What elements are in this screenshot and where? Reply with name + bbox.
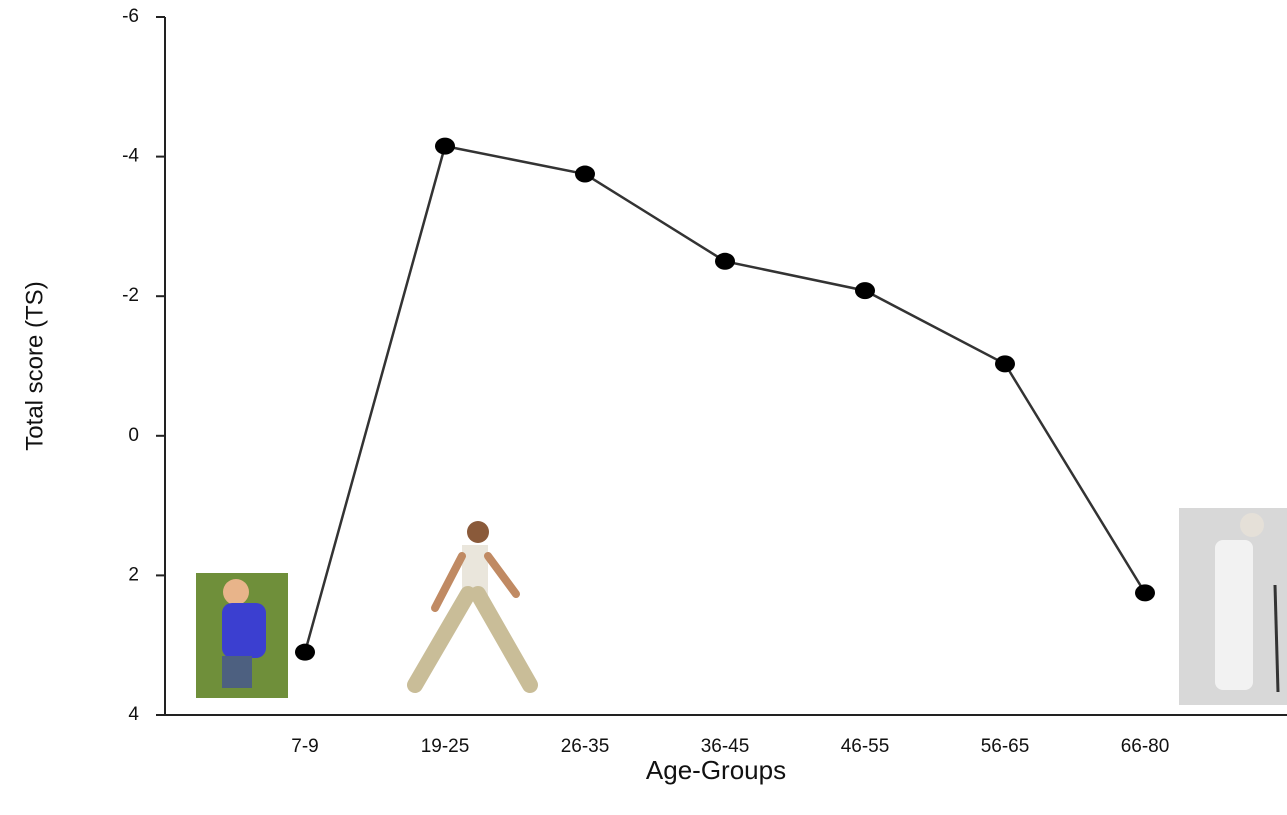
y-tick-label: 0: [128, 425, 139, 446]
y-tick-label: -4: [122, 146, 139, 167]
y-axis-label: Total score (TS): [21, 281, 48, 450]
chart: Total score (TS) Age-Groups -6 -4 -2 0 2 4 7-9…: [0, 0, 1287, 815]
y-tick-label: -6: [122, 6, 139, 27]
y-tick-label: -2: [122, 285, 139, 306]
x-tick-label: 36-45: [701, 736, 750, 757]
walker-picture: [415, 521, 530, 685]
y-tick-label: 2: [128, 564, 139, 585]
elder-picture: [1179, 508, 1287, 705]
child-picture: [196, 573, 288, 698]
data-point: [995, 355, 1015, 372]
data-line: [305, 146, 1145, 652]
x-tick-label: 26-35: [561, 736, 610, 757]
x-tick-label: 46-55: [841, 736, 890, 757]
data-point: [715, 253, 735, 270]
data-point: [295, 644, 315, 661]
data-point: [1135, 584, 1155, 601]
x-axis-label: Age-Groups: [646, 755, 786, 785]
data-point: [575, 166, 595, 183]
data-point: [855, 282, 875, 299]
x-tick-label: 56-65: [981, 736, 1030, 757]
x-tick-label: 7-9: [291, 736, 318, 757]
data-point: [435, 138, 455, 155]
y-tick-label: 4: [128, 704, 139, 725]
page: {"chart_data": {"type": "line", "y_label…: [0, 0, 1287, 815]
x-tick-label: 66-80: [1121, 736, 1170, 757]
x-tick-label: 19-25: [421, 736, 470, 757]
